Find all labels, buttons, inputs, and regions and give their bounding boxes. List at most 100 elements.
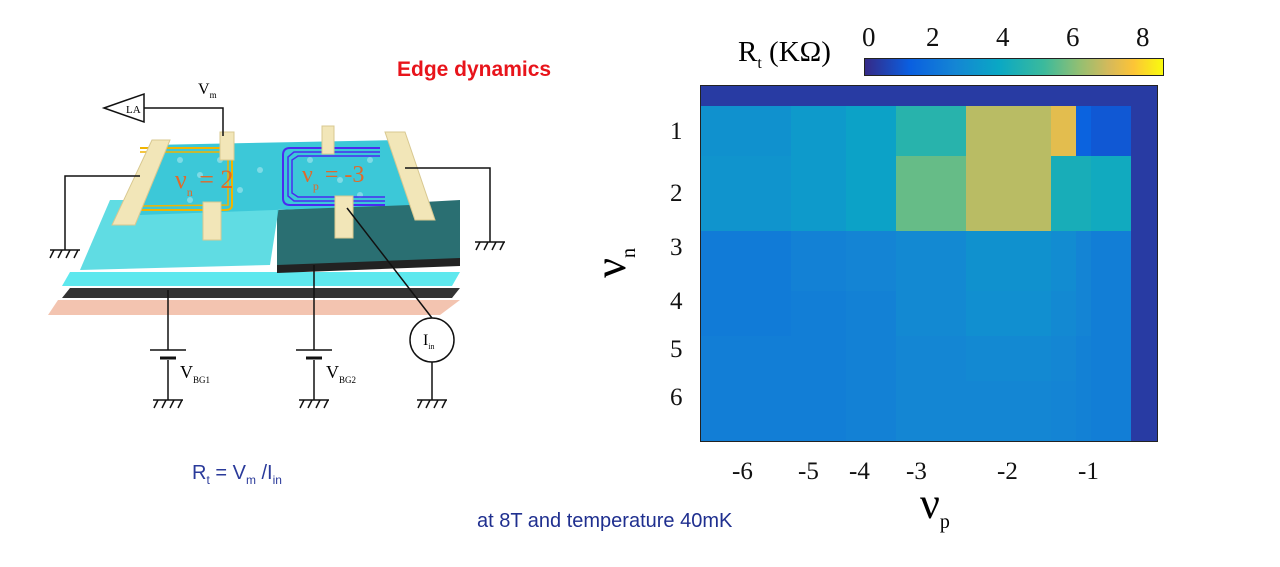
heatmap-cell	[846, 291, 896, 336]
region-p-label: νp = -3	[302, 162, 364, 193]
heatmap-cell	[701, 336, 791, 381]
heatmap-cell	[1076, 156, 1091, 231]
x-tick-label: -3	[906, 458, 927, 485]
heatmap-cell	[1091, 231, 1131, 291]
heatmap-cell	[1131, 381, 1157, 441]
measurement-conditions: at 8T and temperature 40mK	[477, 510, 733, 532]
heatmap-cell	[1051, 291, 1076, 336]
heatmap-cell	[701, 86, 791, 106]
hole-edge-channel	[282, 147, 385, 206]
drain-contact	[384, 131, 436, 221]
current-probe-bottom	[334, 195, 354, 239]
lock-in-label: LA	[126, 104, 141, 116]
heatmap-cell	[791, 156, 846, 231]
heatmap-cell	[846, 381, 896, 441]
x-axis-label-sub: p	[939, 510, 950, 533]
x-axis-label-nu: ν	[920, 479, 940, 528]
y-axis-label: νn	[585, 248, 641, 278]
heatmap-cell	[846, 336, 896, 381]
back-gate-1-layer	[62, 288, 460, 298]
heatmap-cell	[1091, 156, 1131, 231]
heatmap-cell	[1091, 86, 1131, 106]
heatmap-cell	[966, 291, 1051, 336]
heatmap-cell	[896, 336, 966, 381]
heatmap-plot	[700, 85, 1158, 442]
heatmap-cell	[701, 156, 791, 231]
vbg1-label: VBG1	[180, 362, 210, 385]
colorbar	[864, 58, 1164, 76]
circuit-wires	[64, 107, 491, 400]
y-tick-label: 5	[670, 336, 683, 363]
heatmap-cell	[1131, 336, 1157, 381]
heatmap-cell	[1131, 231, 1157, 291]
heatmap-cell	[1076, 336, 1091, 381]
x-tick-label: -6	[732, 458, 753, 485]
heatmap-cell	[966, 336, 1051, 381]
y-tick-label: 3	[670, 234, 683, 261]
y-axis-label-sub: n	[617, 247, 640, 258]
x-tick-label: -4	[849, 458, 870, 485]
heatmap-cell	[1131, 156, 1157, 231]
heatmap-cell	[846, 106, 896, 156]
colorbar-tick-label: 6	[1066, 22, 1080, 52]
heatmap-cell	[701, 231, 791, 291]
heatmap-cell	[791, 231, 846, 291]
heatmap-cell	[701, 291, 791, 336]
heatmap-cell	[791, 106, 846, 156]
colorbar-unit: (KΩ)	[769, 36, 831, 68]
formula-div: /I	[255, 462, 273, 484]
heatmap-cell	[1091, 381, 1131, 441]
x-tick-label: -5	[798, 458, 819, 485]
colorbar-tick-label: 8	[1136, 22, 1150, 52]
formula-eq: = V	[209, 462, 246, 484]
heatmap-cell	[791, 86, 846, 106]
heatmap-cell	[791, 381, 846, 441]
y-axis-label-nu: ν	[586, 257, 636, 278]
formula-r-sub: t	[206, 473, 210, 487]
colorbar-tick-label: 2	[926, 22, 940, 52]
heatmap-cell	[1076, 86, 1091, 106]
heatmap-cell	[896, 106, 966, 156]
heatmap-cell	[1076, 106, 1091, 156]
formula-i-sub: in	[272, 473, 282, 487]
heatmap-cell	[966, 381, 1051, 441]
heatmap-cell	[1051, 381, 1076, 441]
y-tick-label: 1	[670, 118, 683, 145]
heatmap-cell	[1051, 106, 1076, 156]
heatmap-cell	[701, 106, 791, 156]
heatmap-cell	[846, 156, 896, 231]
heatmap-cell	[896, 381, 966, 441]
colorbar-label-sub: t	[757, 54, 762, 72]
heatmap-cell	[896, 86, 966, 106]
current-probe-top	[321, 125, 335, 155]
heatmap-cell	[1051, 156, 1076, 231]
heatmap-cell	[791, 291, 846, 336]
voltage-probe-top	[219, 131, 235, 161]
heatmap-cell	[966, 106, 1051, 156]
colorbar-label-r: R	[738, 36, 758, 68]
current-source-icon	[409, 317, 455, 363]
heatmap-cell	[1051, 231, 1076, 291]
vm-label: Vm	[198, 81, 217, 100]
heatmap-cell	[1131, 291, 1157, 336]
colorbar-label: Rt (KΩ)	[738, 36, 831, 73]
dielectric-layer	[62, 272, 460, 286]
iin-label: Iin	[423, 332, 435, 351]
source-contact	[111, 139, 171, 226]
substrate-layer	[48, 300, 460, 315]
heatmap-cell	[846, 86, 896, 106]
heatmap-cell	[1051, 336, 1076, 381]
colorbar-tick-label: 0	[862, 22, 876, 52]
heatmap-cell	[1076, 291, 1091, 336]
x-tick-label: -1	[1078, 458, 1099, 485]
heatmap-cell	[1076, 231, 1091, 291]
x-tick-label: -2	[997, 458, 1018, 485]
device-schematic: νn = 2 νp = -3 LA Vm Iin VBG1 VBG2	[48, 81, 505, 409]
heatmap-cell	[896, 156, 966, 231]
heatmap-cell	[1131, 106, 1157, 156]
heatmap-cell	[966, 156, 1051, 231]
heatmap-cell	[1091, 336, 1131, 381]
y-tick-label: 2	[670, 180, 683, 207]
hole-edge-channel-3	[291, 155, 385, 198]
slide-title: Edge dynamics	[397, 58, 552, 81]
